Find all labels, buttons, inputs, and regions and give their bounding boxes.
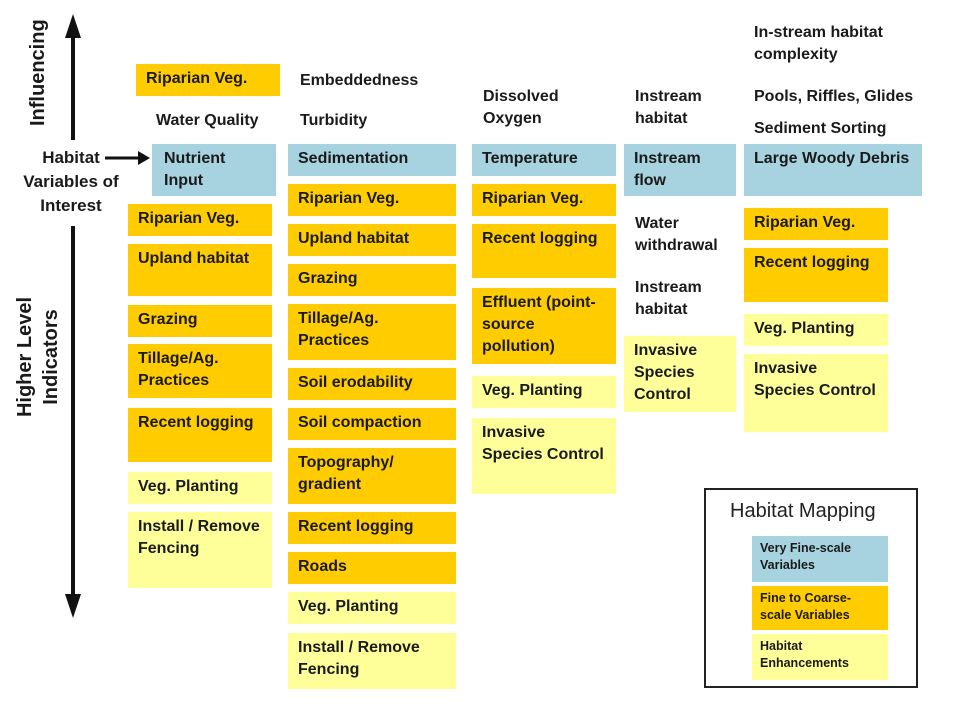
higher-level-indicators-label: Higher Level Indicators — [14, 296, 62, 418]
col3-item-veg-planting: Veg. Planting — [472, 376, 616, 408]
col3-item-recent-logging: Recent logging — [472, 224, 616, 278]
axis-up-arrowhead — [65, 14, 81, 38]
col2-header-turbidity: Turbidity — [300, 112, 368, 129]
col3-item-effluent: Effluent (point-source pollution) — [472, 288, 616, 364]
legend-entry-coarse-scale: Fine to Coarse-scale Variables — [752, 586, 888, 630]
col5-item-riparian: Riparian Veg. — [744, 208, 888, 240]
legend-entry-fine-scale: Very Fine-scale Variables — [752, 536, 888, 582]
legend-entry-enhancements: Habitat Enhancements — [752, 634, 888, 680]
pointer-arrowhead — [138, 151, 150, 165]
col1-item-fencing: Install / Remove Fencing — [128, 512, 272, 588]
col5-header-complexity: In-stream habitat complexity — [754, 24, 883, 63]
col3-item-invasive-species: Invasive Species Control — [472, 418, 616, 494]
col1-item-recent-logging: Recent logging — [128, 408, 272, 462]
col2-item-soil-compaction: Soil compaction — [288, 408, 456, 440]
col2-item-riparian: Riparian Veg. — [288, 184, 456, 216]
col2-item-tillage: Tillage/Ag. Practices — [288, 304, 456, 360]
col1-header-riparian: Riparian Veg. — [136, 64, 280, 96]
col2-item-fencing: Install / Remove Fencing — [288, 633, 456, 689]
influencing-label: Influencing — [27, 19, 49, 126]
legend-title: Habitat Mapping — [730, 500, 876, 522]
axis-down-arrowhead — [65, 594, 81, 618]
col3-item-riparian: Riparian Veg. — [472, 184, 616, 216]
col1-item-tillage: Tillage/Ag. Practices — [128, 344, 272, 398]
col4-label-instream-habitat: Instream habitat — [635, 279, 702, 318]
col5-header-pools: Pools, Riffles, Glides — [754, 88, 914, 105]
col2-key-sedimentation: Sedimentation — [288, 144, 456, 176]
col1-item-upland: Upland habitat — [128, 244, 272, 296]
col2-item-upland: Upland habitat — [288, 224, 456, 256]
col2-item-recent-logging: Recent logging — [288, 512, 456, 544]
col5-item-recent-logging: Recent logging — [744, 248, 888, 302]
col2-header-embeddedness: Embeddedness — [300, 72, 419, 89]
col1-item-grazing: Grazing — [128, 305, 272, 337]
legend-box: Habitat Mapping Very Fine-scale Variable… — [704, 488, 918, 688]
col3-header-dissolved-oxygen: Dissolved Oxygen — [483, 88, 559, 127]
col2-item-roads: Roads — [288, 552, 456, 584]
col4-key-instream-flow: Instream flow — [624, 144, 736, 196]
col5-header-sediment-sorting: Sediment Sorting — [754, 120, 887, 137]
col1-item-riparian: Riparian Veg. — [128, 204, 272, 236]
col2-item-grazing: Grazing — [288, 264, 456, 296]
col3-key-temperature: Temperature — [472, 144, 616, 176]
col1-item-veg-planting: Veg. Planting — [128, 472, 272, 504]
col5-item-invasive-species: Invasive Species Control — [744, 354, 888, 432]
col2-item-soil-erodability: Soil erodability — [288, 368, 456, 400]
habitat-variables-label: Habitat Variables of Interest — [23, 148, 119, 215]
col5-item-veg-planting: Veg. Planting — [744, 314, 888, 346]
col5-key-large-woody-debris: Large Woody Debris — [744, 144, 922, 196]
col4-header-instream-habitat: Instream habitat — [635, 88, 702, 127]
col2-item-topography: Topography/ gradient — [288, 448, 456, 504]
col4-item-invasive-species: Invasive Species Control — [624, 336, 736, 412]
col1-header-water-quality: Water Quality — [156, 112, 259, 129]
col2-item-veg-planting: Veg. Planting — [288, 592, 456, 624]
col4-label-water-withdrawal: Water withdrawal — [635, 215, 718, 254]
col1-key-nutrient-input: Nutrient Input — [152, 144, 276, 196]
